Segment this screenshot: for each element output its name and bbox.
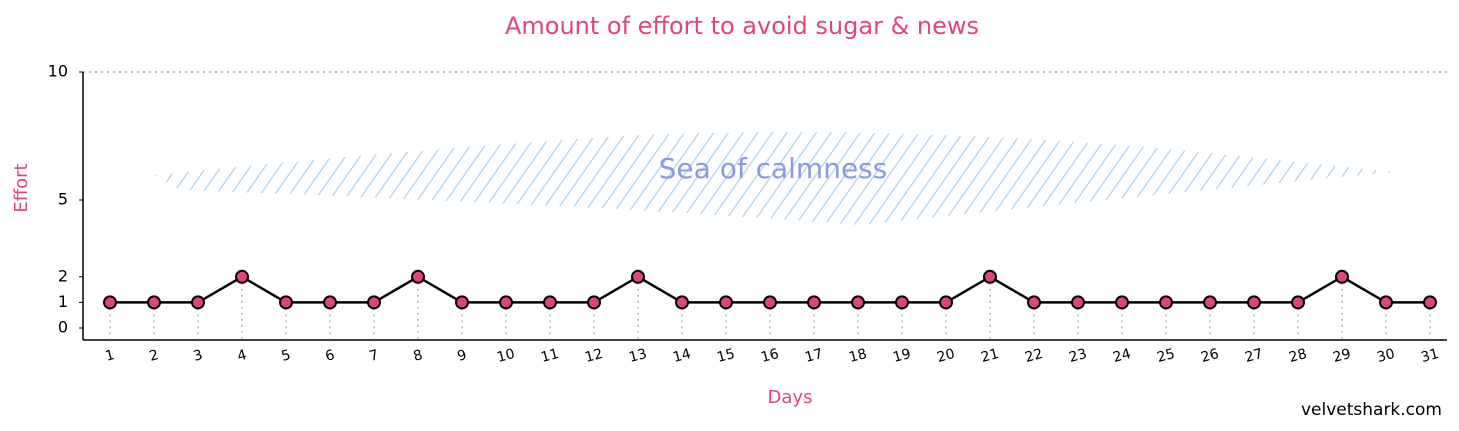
x-tick-label: 20 <box>935 346 956 366</box>
point <box>763 295 777 310</box>
point <box>1291 295 1305 310</box>
point <box>895 295 909 310</box>
x-tick-label: 9 <box>456 347 469 365</box>
x-tick-label: 21 <box>979 346 1000 366</box>
point <box>807 295 821 310</box>
x-tick-label: 28 <box>1287 346 1308 366</box>
x-tick-label: 1 <box>104 347 117 365</box>
point <box>1423 295 1437 310</box>
x-axis-label: Days <box>768 387 813 408</box>
annotation: Sea of calmness <box>659 152 888 185</box>
point <box>191 295 205 310</box>
x-tick-label: 18 <box>847 346 868 366</box>
chart-title: Amount of effort to avoid sugar & news <box>505 12 979 40</box>
y-tick-label: 2 <box>58 266 68 285</box>
x-tick-label: 15 <box>715 346 736 366</box>
x-tick-label: 8 <box>412 347 425 365</box>
point <box>499 295 513 310</box>
x-tick-label: 6 <box>324 347 337 365</box>
calm-area <box>155 132 1395 225</box>
x-tick-label: 22 <box>1023 346 1044 366</box>
x-tick-label: 13 <box>627 346 648 366</box>
x-tick-label: 14 <box>671 346 692 366</box>
point <box>1115 295 1129 310</box>
point <box>1159 295 1173 310</box>
x-tick-label: 29 <box>1331 346 1352 366</box>
point <box>279 295 293 310</box>
watermark: velvetshark.com <box>1301 400 1442 420</box>
x-tick-label: 5 <box>280 347 293 365</box>
point <box>103 295 117 310</box>
point <box>983 269 997 284</box>
x-tick-label: 16 <box>759 346 780 366</box>
x-tick-label: 24 <box>1111 346 1132 366</box>
y-axis-label: Effort <box>11 163 32 212</box>
x-tick-label: 2 <box>148 347 161 365</box>
x-tick-label: 27 <box>1243 346 1264 366</box>
point <box>411 269 425 284</box>
x-tick-label: 4 <box>236 347 249 365</box>
point <box>455 295 469 310</box>
x-tick-label: 12 <box>583 346 604 366</box>
y-tick-label: 5 <box>58 190 68 209</box>
x-tick-label: 17 <box>803 346 824 366</box>
y-tick-label: 10 <box>48 62 68 81</box>
y-tick-label: 0 <box>58 318 68 337</box>
y-tick-label: 1 <box>58 292 68 311</box>
point <box>543 295 557 310</box>
x-tick-label: 3 <box>192 347 205 365</box>
point <box>1335 269 1349 284</box>
point <box>1379 295 1393 310</box>
point <box>367 295 381 310</box>
point <box>1027 295 1041 310</box>
point <box>323 295 337 310</box>
x-tick-label: 25 <box>1155 346 1176 366</box>
point <box>147 295 161 310</box>
point <box>719 295 733 310</box>
x-tick-label: 19 <box>891 346 912 366</box>
x-tick-label: 7 <box>368 347 381 365</box>
point <box>1247 295 1261 310</box>
x-tick-label: 23 <box>1067 346 1088 366</box>
x-tick-label: 10 <box>495 346 516 366</box>
x-tick-label: 26 <box>1199 346 1220 366</box>
x-tick-label: 31 <box>1419 346 1440 366</box>
point <box>235 269 249 284</box>
x-tick-label: 30 <box>1375 346 1396 366</box>
point <box>675 295 689 310</box>
x-tick-label: 11 <box>539 346 560 366</box>
point <box>587 295 601 310</box>
point <box>1203 295 1217 310</box>
point <box>939 295 953 310</box>
point <box>1071 295 1085 310</box>
point <box>631 269 645 284</box>
point <box>851 295 865 310</box>
